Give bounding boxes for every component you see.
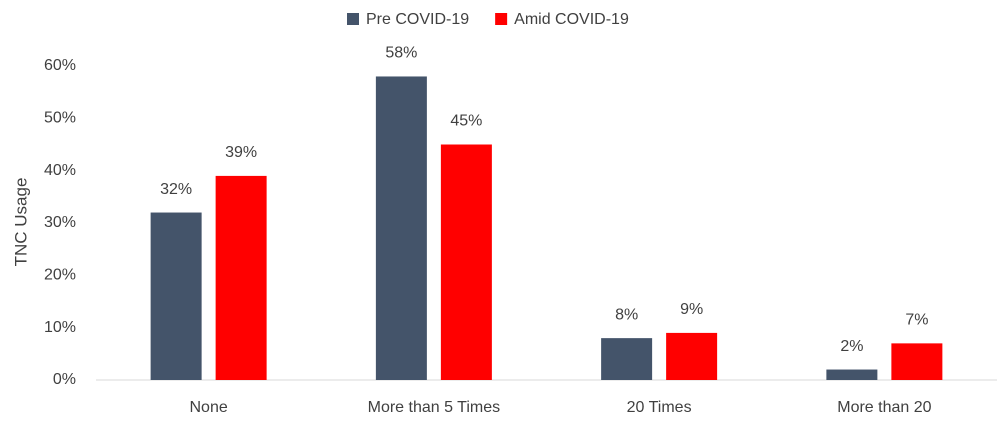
legend-label: Amid COVID-19	[514, 11, 629, 28]
data-label: 32%	[160, 181, 192, 198]
y-tick-label: 40%	[44, 162, 76, 179]
bar	[150, 212, 202, 380]
data-label: 8%	[615, 306, 638, 323]
y-tick-label: 20%	[44, 267, 76, 284]
y-tick-label: 60%	[44, 57, 76, 74]
data-label: 39%	[225, 144, 257, 161]
x-tick-label: More than 20	[837, 399, 931, 416]
bar	[666, 332, 718, 380]
y-tick-label: 50%	[44, 110, 76, 127]
x-tick-label: 20 Times	[627, 399, 692, 416]
x-tick-label: None	[190, 399, 228, 416]
bar	[215, 175, 267, 380]
y-axis-label: TNC Usage	[11, 178, 30, 267]
data-label: 7%	[905, 312, 928, 329]
y-tick-label: 10%	[44, 319, 76, 336]
legend-label: Pre COVID-19	[366, 11, 469, 28]
bar	[891, 343, 943, 380]
bar	[375, 76, 427, 380]
data-label: 58%	[385, 45, 417, 62]
x-tick-label: More than 5 Times	[368, 399, 501, 416]
data-label: 45%	[450, 113, 482, 130]
bar	[601, 338, 653, 380]
legend-swatch	[347, 13, 359, 25]
y-tick-label: 0%	[53, 371, 76, 388]
legend-swatch	[495, 13, 508, 25]
bar	[440, 144, 492, 380]
y-tick-label: 30%	[44, 214, 76, 231]
bar	[826, 369, 878, 380]
data-label: 2%	[840, 338, 863, 355]
data-label: 9%	[680, 301, 703, 318]
